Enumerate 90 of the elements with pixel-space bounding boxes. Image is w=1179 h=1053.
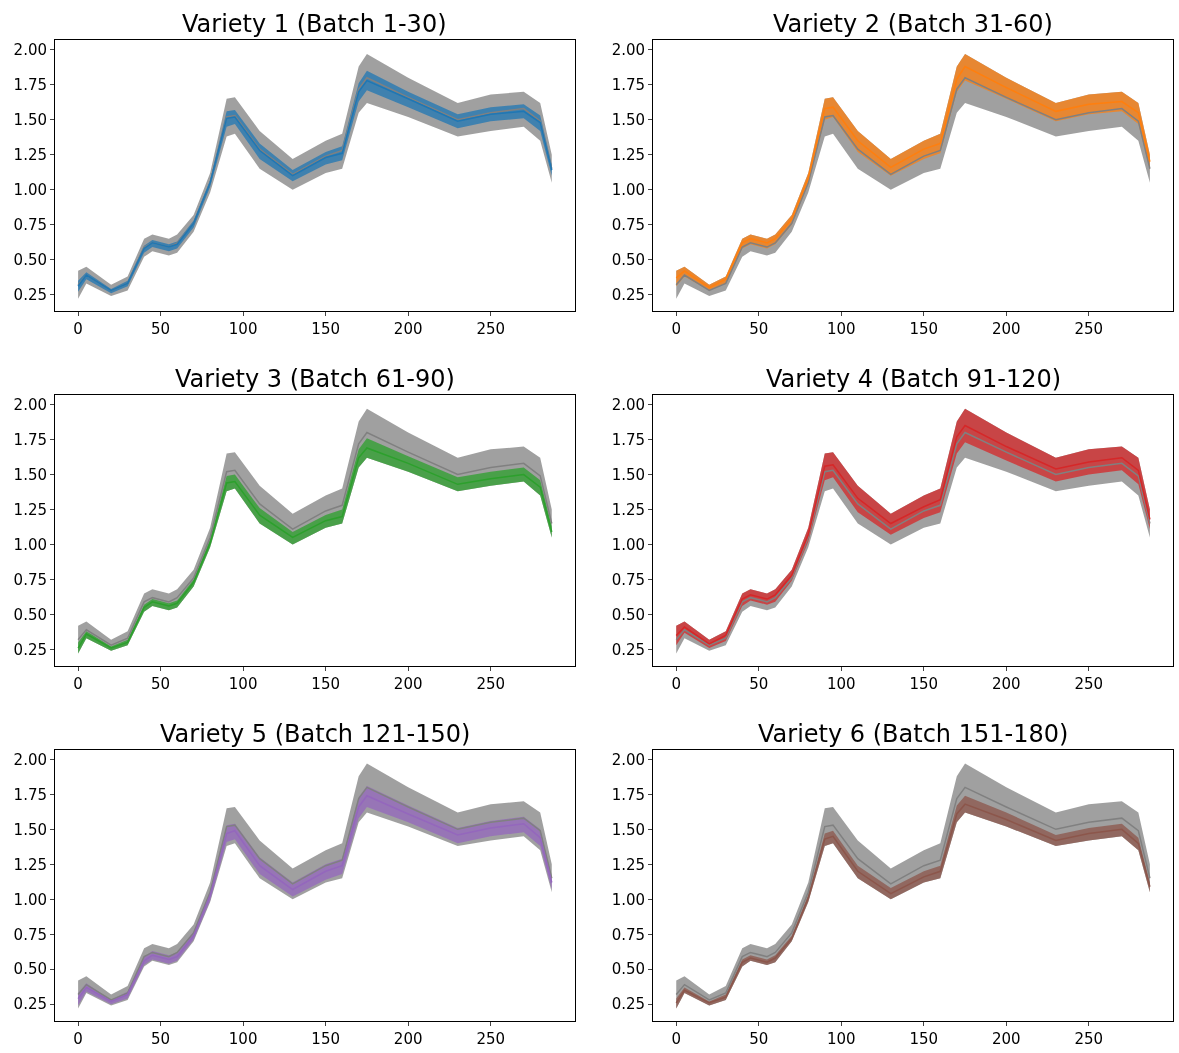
y-tick-label: 1.75 <box>13 785 47 804</box>
y-tick-label: 0.50 <box>13 605 47 624</box>
y-tick-label: 2.00 <box>611 395 646 414</box>
y-tick-label: 2.00 <box>13 750 47 769</box>
x-tick-label: 200 <box>393 675 423 694</box>
y-tick-label: 1.00 <box>611 180 646 199</box>
y-tick-label: 0.75 <box>13 925 47 944</box>
y-tick-label: 1.25 <box>611 145 646 164</box>
x-tick-label: 250 <box>476 675 506 694</box>
y-tick-label: 1.75 <box>13 430 47 449</box>
y-tick-label: 1.50 <box>611 820 646 839</box>
x-tick-label: 200 <box>991 1030 1021 1048</box>
x-tick-label: 100 <box>826 320 856 339</box>
y-tick-label: 1.25 <box>13 145 47 164</box>
y-tick-label: 0.25 <box>611 640 646 659</box>
x-tick-label: 150 <box>909 320 939 339</box>
x-tick-label: 100 <box>826 1030 856 1048</box>
chart-title: Variety 4 (Batch 91-120) <box>766 365 1062 393</box>
x-tick-label: 50 <box>749 320 769 339</box>
y-tick-label: 0.75 <box>13 215 47 234</box>
y-tick-label: 0.25 <box>611 285 646 304</box>
x-tick-label: 250 <box>476 320 506 339</box>
y-tick-label: 1.75 <box>13 76 47 95</box>
x-tick-label: 200 <box>393 320 423 339</box>
x-tick-label: 0 <box>73 675 83 694</box>
x-tick-label: 50 <box>749 1030 769 1048</box>
x-tick-label: 200 <box>393 1030 423 1048</box>
y-tick-label: 0.25 <box>13 640 47 659</box>
y-tick-label: 1.00 <box>13 890 47 909</box>
x-tick-label: 100 <box>228 320 258 339</box>
y-tick-label: 0.25 <box>611 995 646 1014</box>
chart-title: Variety 1 (Batch 1-30) <box>182 10 447 38</box>
y-tick-label: 0.25 <box>13 995 47 1014</box>
x-tick-label: 150 <box>909 1030 939 1048</box>
x-tick-label: 200 <box>991 675 1021 694</box>
x-tick-label: 100 <box>826 675 856 694</box>
y-tick-label: 1.75 <box>611 785 646 804</box>
y-tick-label: 1.00 <box>13 180 47 199</box>
x-tick-label: 250 <box>1074 320 1104 339</box>
x-tick-label: 150 <box>311 675 340 694</box>
x-tick-label: 250 <box>1074 675 1104 694</box>
y-tick-label: 1.50 <box>611 465 646 484</box>
y-tick-label: 0.75 <box>611 925 646 944</box>
x-tick-label: 100 <box>228 675 258 694</box>
y-tick-label: 2.00 <box>611 750 646 769</box>
y-tick-label: 1.50 <box>13 820 47 839</box>
y-tick-label: 1.25 <box>611 855 646 874</box>
y-tick-label: 1.25 <box>13 500 47 519</box>
x-tick-label: 50 <box>749 675 769 694</box>
x-tick-label: 0 <box>73 320 83 339</box>
x-tick-label: 50 <box>151 320 171 339</box>
y-tick-label: 0.75 <box>611 570 646 589</box>
y-tick-label: 0.50 <box>13 960 47 979</box>
y-tick-label: 2.00 <box>13 395 47 414</box>
x-tick-label: 50 <box>151 1030 171 1048</box>
y-tick-label: 1.75 <box>611 430 646 449</box>
y-tick-label: 1.25 <box>611 500 646 519</box>
y-tick-label: 0.50 <box>611 960 646 979</box>
x-tick-label: 0 <box>671 320 682 339</box>
y-tick-label: 0.50 <box>611 250 646 269</box>
y-tick-label: 1.75 <box>611 76 646 95</box>
y-tick-label: 1.50 <box>13 465 47 484</box>
x-tick-label: 150 <box>311 1030 340 1048</box>
x-tick-label: 250 <box>1074 1030 1104 1048</box>
x-tick-label: 0 <box>671 1030 682 1048</box>
y-tick-label: 0.25 <box>13 285 47 304</box>
x-tick-label: 0 <box>73 1030 83 1048</box>
y-tick-label: 1.50 <box>13 110 47 129</box>
y-tick-label: 0.50 <box>13 250 47 269</box>
chart-title: Variety 3 (Batch 61-90) <box>175 365 455 393</box>
x-tick-label: 100 <box>228 1030 258 1048</box>
y-tick-label: 1.25 <box>13 855 47 874</box>
y-tick-label: 1.00 <box>13 535 47 554</box>
chart-title: Variety 5 (Batch 121-150) <box>160 720 471 748</box>
x-tick-label: 250 <box>476 1030 506 1048</box>
y-tick-label: 2.00 <box>13 41 47 60</box>
y-tick-label: 2.00 <box>611 41 646 60</box>
x-tick-label: 150 <box>311 320 340 339</box>
x-tick-label: 200 <box>991 320 1021 339</box>
x-tick-label: 50 <box>151 675 171 694</box>
chart-title: Variety 6 (Batch 151-180) <box>758 720 1069 748</box>
x-tick-label: 150 <box>909 675 939 694</box>
y-tick-label: 1.00 <box>611 890 646 909</box>
y-tick-label: 0.50 <box>611 605 646 624</box>
y-tick-label: 1.50 <box>611 110 646 129</box>
x-tick-label: 0 <box>671 675 682 694</box>
y-tick-label: 0.75 <box>13 570 47 589</box>
chart-title: Variety 2 (Batch 31-60) <box>773 10 1053 38</box>
y-tick-label: 0.75 <box>611 215 646 234</box>
y-tick-label: 1.00 <box>611 535 646 554</box>
